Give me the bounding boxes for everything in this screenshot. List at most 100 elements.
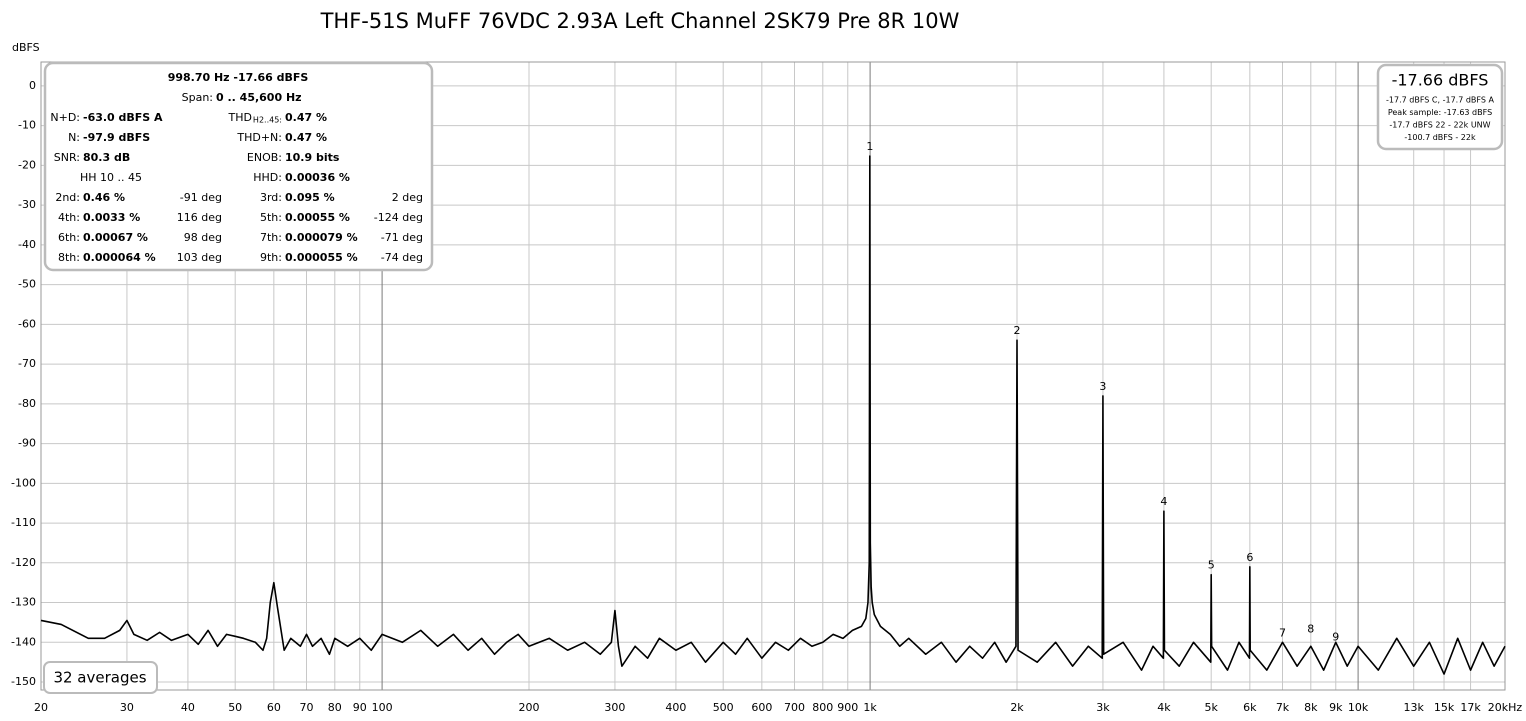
plot-frame (40, 61, 1506, 691)
harmonic-label: 9 (1332, 630, 1339, 643)
level-detail: -17.7 dBFS 22 - 22k UNW (1389, 121, 1490, 130)
x-tick-label: 600 (751, 701, 772, 714)
harmonic-label: 3 (1099, 380, 1106, 393)
x-tick-label: 30 (120, 701, 134, 714)
y-axis-label: dBFS (12, 41, 40, 54)
x-tick-label: 9k (1329, 701, 1343, 714)
x-tick-label: 6k (1243, 701, 1257, 714)
level-detail: Peak sample: -17.63 dBFS (1388, 108, 1492, 117)
info-label: 5th: (260, 211, 282, 224)
x-tick-label: 900 (837, 701, 858, 714)
harmonic-label: 4 (1160, 495, 1167, 508)
x-tick-label: 7k (1276, 701, 1290, 714)
harmonic-label: 8 (1307, 622, 1314, 635)
info-value: 10.9 bits (285, 151, 340, 164)
info-label: 4th: (58, 211, 80, 224)
x-tick-label: 500 (713, 701, 734, 714)
span-value: 0 .. 45,600 Hz (216, 91, 302, 104)
info-label: 8th: (58, 251, 80, 264)
averages-label: 32 averages (53, 669, 146, 687)
info-phase: -91 deg (180, 191, 222, 204)
info-panel-box (43, 61, 434, 272)
x-tick-label: 13k (1404, 701, 1425, 714)
x-tick-label: 100 (372, 701, 393, 714)
info-value: 0.000064 % (83, 251, 156, 264)
y-tick-label: -120 (11, 556, 36, 569)
info-label: HHD: (253, 171, 282, 184)
info-label: 6th: (58, 231, 80, 244)
info-label: SNR: (54, 151, 80, 164)
info-value: -63.0 dBFS A (83, 111, 163, 124)
info-label: N+D: (50, 111, 80, 124)
chart-title: THF-51S MuFF 76VDC 2.93A Left Channel 2S… (320, 9, 960, 33)
x-tick-label: 3k (1096, 701, 1110, 714)
info-phase: -74 deg (381, 251, 423, 264)
y-tick-label: -70 (18, 357, 36, 370)
x-tick-label: 40 (181, 701, 195, 714)
averages-box: 32 averages (43, 661, 158, 694)
x-tick-label: 50 (228, 701, 242, 714)
info-label: 2nd: (55, 191, 80, 204)
y-tick-label: -100 (11, 476, 36, 489)
y-tick-label: -80 (18, 397, 36, 410)
y-tick-label: -50 (18, 278, 36, 291)
info-phase: 103 deg (177, 251, 222, 264)
info-label: 9th: (260, 251, 282, 264)
x-tick-label: 20kHz (1488, 701, 1523, 714)
info-phase: -124 deg (374, 211, 423, 224)
info-value: 0.46 % (83, 191, 125, 204)
info-value: 80.3 dB (83, 151, 130, 164)
y-tick-label: -10 (18, 119, 36, 132)
y-tick-label: -40 (18, 238, 36, 251)
x-tick-label: 300 (604, 701, 625, 714)
harmonic-label: 5 (1208, 559, 1215, 572)
x-tick-label: 10k (1348, 701, 1369, 714)
info-value: 0.000055 % (285, 251, 358, 264)
x-tick-label: 1k (863, 701, 877, 714)
info-label: THD+N: (236, 131, 282, 144)
info-value: -97.9 dBFS (83, 131, 150, 144)
info-phase: 2 deg (392, 191, 423, 204)
info-value: 0.0033 % (83, 211, 140, 224)
info-header: 998.70 Hz -17.66 dBFS (168, 71, 309, 84)
info-label: HH 10 .. 45 (80, 171, 142, 184)
level-detail: -100.7 dBFS - 22k (1404, 133, 1476, 142)
y-tick-label: -90 (18, 437, 36, 450)
y-tick-label: -20 (18, 158, 36, 171)
x-tick-label: 2k (1010, 701, 1024, 714)
info-label: THD (228, 111, 252, 124)
level-value: -17.66 dBFS (1392, 71, 1489, 90)
y-tick-label: 0 (29, 79, 36, 92)
level-panel: -17.66 dBFS -17.7 dBFS C, -17.7 dBFS A Pea… (1376, 63, 1504, 151)
info-label: N: (68, 131, 80, 144)
info-label: ENOB: (247, 151, 282, 164)
x-tick-label: 8k (1304, 701, 1318, 714)
info-label: 3rd: (260, 191, 282, 204)
averages-frame (43, 661, 158, 694)
info-value: 0.000079 % (285, 231, 358, 244)
info-value: 0.47 % (285, 131, 327, 144)
x-tick-label: 700 (784, 701, 805, 714)
harmonic-label: 1 (866, 140, 873, 153)
info-phase: 98 deg (184, 231, 222, 244)
span-label: Span: (182, 91, 213, 104)
info-value: 0.00036 % (285, 171, 350, 184)
spectrum-line (40, 155, 1506, 675)
x-tick-label: 400 (665, 701, 686, 714)
harmonic-label: 6 (1246, 551, 1253, 564)
info-label: 7th: (260, 231, 282, 244)
harmonic-label: 2 (1014, 324, 1021, 337)
x-tick-label: 90 (353, 701, 367, 714)
x-tick-label: 80 (328, 701, 342, 714)
info-value: 0.47 % (285, 111, 327, 124)
info-value: 0.095 % (285, 191, 335, 204)
x-tick-label: 800 (812, 701, 833, 714)
x-tick-label: 200 (519, 701, 540, 714)
x-tick-label: 17k (1460, 701, 1481, 714)
x-tick-label: 5k (1205, 701, 1219, 714)
y-tick-label: -30 (18, 198, 36, 211)
level-panel-box (1376, 63, 1504, 151)
y-tick-label: -140 (11, 635, 36, 648)
